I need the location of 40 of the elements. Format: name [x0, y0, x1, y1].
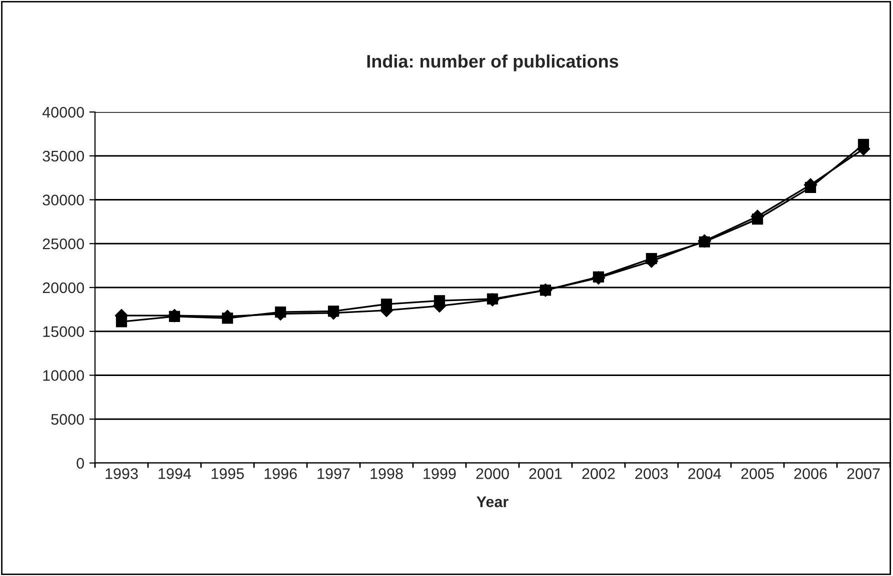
point: [328, 306, 340, 317]
x-tick-label: 1998: [370, 468, 403, 480]
y-tick-label: 40000: [42, 106, 84, 118]
y-tick-label: 30000: [42, 194, 84, 206]
x-tick-label: 2005: [741, 468, 774, 480]
chart-title: India: number of publications: [367, 54, 618, 72]
x-tick-label: 1999: [424, 468, 456, 480]
x-axis-title: Year: [476, 496, 508, 508]
y-tick-label: 35000: [42, 150, 84, 162]
y-tick-label: 5000: [51, 414, 84, 425]
x-tick-label: 2001: [529, 468, 562, 480]
x-tick-label: 2006: [794, 468, 827, 480]
x-tick-label: 1997: [318, 468, 350, 480]
x-tick-label: 1993: [106, 468, 138, 480]
y-tick-label: 25000: [42, 238, 84, 250]
x-tick-label: 2002: [582, 468, 615, 480]
point: [486, 293, 498, 304]
point: [646, 252, 658, 264]
x-tick-label: 2000: [476, 468, 509, 480]
x-tick-label: 1996: [264, 468, 297, 480]
x-tick-label: 2004: [688, 468, 722, 480]
point: [592, 271, 604, 283]
point: [434, 295, 446, 306]
point: [540, 284, 552, 296]
point: [274, 306, 286, 318]
point: [804, 182, 816, 194]
point: [752, 214, 764, 225]
x-tick-label: 1995: [212, 468, 244, 480]
x-tick-label: 1994: [158, 468, 192, 480]
point: [380, 298, 392, 310]
point: [168, 310, 180, 322]
y-tick-label: 10000: [43, 370, 84, 381]
x-tick-label: 2007: [847, 468, 880, 480]
x-tick-label: 2003: [635, 468, 668, 480]
y-tick-label: 0: [76, 458, 84, 469]
y-tick-label: 20000: [42, 282, 84, 294]
point: [116, 316, 128, 328]
point: [698, 236, 710, 248]
point: [222, 312, 234, 324]
y-tick-label: 15000: [43, 326, 84, 338]
